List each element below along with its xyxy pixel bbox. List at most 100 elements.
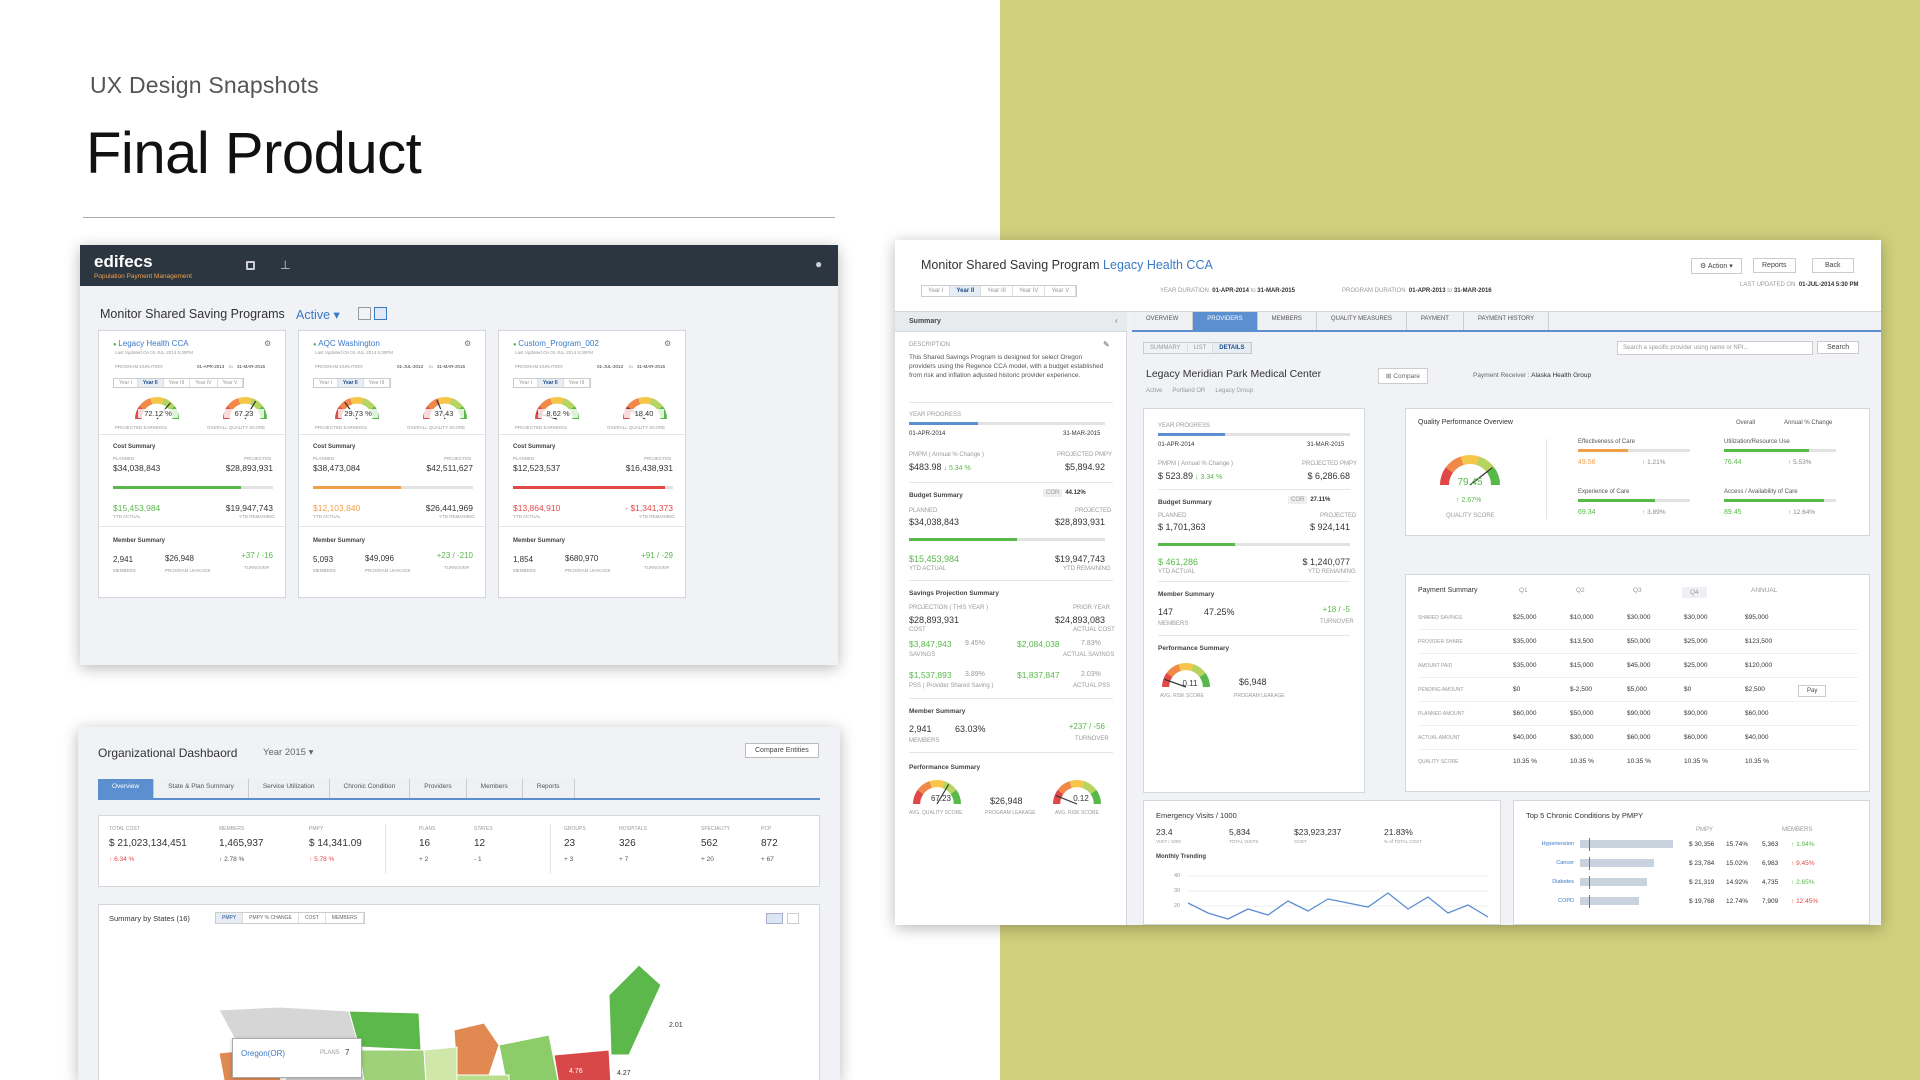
year-tab[interactable]: Year II — [337, 379, 364, 387]
year-tab[interactable]: Year III — [981, 286, 1013, 296]
settings-icon[interactable]: ⚙ — [264, 339, 272, 348]
compare-entities-button[interactable]: Compare Entities — [745, 743, 819, 758]
detail-tab[interactable]: PROVIDERS — [1193, 312, 1258, 330]
org-tab[interactable]: Members — [466, 779, 523, 798]
condition-name[interactable]: COPD — [1558, 898, 1574, 904]
settings-icon[interactable]: ⚙ — [664, 339, 672, 348]
org-tab[interactable]: Overview — [98, 779, 155, 798]
year-progress-bar-fill — [909, 422, 978, 425]
payment-cell: $95,000 — [1745, 614, 1769, 621]
map-metric-tab[interactable]: PMPY — [216, 913, 244, 923]
org-tab[interactable]: Service Utilization — [248, 779, 330, 798]
org-tab[interactable]: Providers — [410, 779, 467, 798]
map-state-green-5[interactable] — [456, 1074, 510, 1080]
payment-cell: $-2,500 — [1570, 686, 1593, 693]
year-tab[interactable]: Year V — [218, 379, 244, 387]
year-tab[interactable]: Year V — [1045, 286, 1077, 296]
program-link[interactable]: ● Legacy Health CCA — [113, 339, 189, 348]
last-updated: Last Updated On 01-JUL-2014 5:30PM — [315, 350, 394, 355]
brand-logo[interactable]: edifecs — [94, 252, 153, 271]
program-link[interactable]: ● Custom_Program_002 — [513, 339, 599, 348]
condition-marker — [1589, 895, 1590, 908]
back-button[interactable]: Back — [1812, 258, 1854, 273]
detail-tab[interactable]: PAYMENT — [1406, 312, 1464, 330]
dashboard-icon[interactable] — [246, 261, 255, 270]
payment-cell: $25,000 — [1513, 614, 1537, 621]
er-trend-chart — [1188, 875, 1488, 920]
overall-option[interactable]: Overall — [1736, 420, 1756, 426]
title-divider — [83, 217, 835, 218]
detail-tab[interactable]: QUALITY MEASURES — [1316, 312, 1407, 330]
gauge-segment — [1460, 455, 1480, 466]
provider-search-input[interactable]: Search a specific provider using name or… — [1617, 341, 1813, 355]
year-tab[interactable]: Year III — [364, 379, 391, 387]
grid-view-icon[interactable] — [374, 307, 387, 320]
provider-subtab[interactable]: SUMMARY — [1144, 343, 1188, 353]
status-filter-dropdown[interactable]: Active ▾ — [296, 308, 340, 322]
year-tab[interactable]: Year II — [137, 379, 164, 387]
settings-icon[interactable]: ⚙ — [464, 339, 472, 348]
stat-label: MEMBERS — [219, 826, 245, 832]
quality-gauge — [913, 780, 961, 805]
year-tab[interactable]: Year III — [564, 379, 591, 387]
map-state-green-2[interactable] — [358, 1049, 427, 1080]
pmpm-delta-value: 5.34 % — [948, 465, 971, 472]
popup-state-name: Oregon(OR) — [241, 1049, 286, 1058]
user-icon[interactable]: ● — [815, 257, 823, 271]
edit-icon[interactable]: ✎ — [1103, 340, 1110, 349]
provider-subtab[interactable]: LIST — [1188, 343, 1214, 353]
year-progress-label: YEAR PROGRESS — [1158, 423, 1211, 429]
collapse-icon[interactable]: ‹ — [1115, 316, 1118, 325]
reports-button[interactable]: Reports — [1753, 258, 1796, 273]
annual-change-option[interactable]: Annual % Change — [1784, 420, 1833, 426]
detail-tab[interactable]: PAYMENT HISTORY — [1463, 312, 1550, 330]
year-tab[interactable]: Year IV — [1013, 286, 1046, 296]
year-tab[interactable]: Year I — [314, 379, 338, 387]
year-tab[interactable]: Year I — [114, 379, 138, 387]
year-tab[interactable]: Year II — [537, 379, 564, 387]
y-tick-label: 20 — [1174, 903, 1181, 909]
detail-tab[interactable]: MEMBERS — [1257, 312, 1317, 330]
table-view-icon[interactable] — [787, 913, 799, 924]
trend-line — [1188, 892, 1488, 920]
org-tab[interactable]: State & Plan Summary — [154, 779, 249, 798]
hierarchy-icon[interactable]: ⊥ — [280, 258, 291, 272]
condition-name[interactable]: Diabetes — [1552, 879, 1574, 885]
row-divider — [1418, 677, 1858, 678]
state-popup[interactable]: Oregon(OR) PLANS 7 — [232, 1038, 362, 1078]
map-state-pennsylvania[interactable] — [553, 1049, 612, 1080]
map-view-icon[interactable] — [766, 913, 783, 924]
map-metric-tab[interactable]: MEMBERS — [326, 913, 365, 923]
year-tab[interactable]: Year I — [514, 379, 538, 387]
member-summary-title: Member Summary — [313, 538, 366, 544]
compare-button[interactable]: ⊞ Compare — [1378, 368, 1428, 384]
members-label: MEMBERS — [909, 738, 940, 744]
condition-bar — [1580, 897, 1639, 905]
map-state-michigan[interactable] — [453, 1022, 500, 1076]
program-link[interactable]: ● AQC Washington — [313, 339, 380, 348]
list-view-icon[interactable] — [358, 307, 371, 320]
payment-row-label: SHARED SAVINGS — [1418, 615, 1463, 621]
payment-cell: $60,000 — [1513, 710, 1537, 717]
map-state-green-3[interactable] — [423, 1046, 458, 1080]
provider-subtab[interactable]: DETAILS — [1213, 343, 1252, 353]
year-tab[interactable]: Year II — [950, 286, 982, 296]
map-state-green-4[interactable] — [498, 1034, 559, 1080]
detail-tab[interactable]: OVERVIEW — [1132, 312, 1194, 330]
year-tab[interactable]: Year I — [922, 286, 951, 296]
condition-name[interactable]: Hypertension — [1541, 841, 1574, 847]
year-dropdown[interactable]: Year 2015 ▾ — [263, 747, 314, 758]
year-tab[interactable]: Year IV — [190, 379, 218, 387]
action-button[interactable]: ⚙ Action ▾ — [1691, 258, 1742, 274]
map-panel: Summary by States (16) PMPY PMPY % CHANGE… — [98, 904, 820, 1080]
metric-value: 89.45 — [1724, 509, 1742, 516]
condition-name[interactable]: Cancer — [1556, 860, 1574, 866]
pay-button[interactable]: Pay — [1798, 685, 1827, 697]
org-tab[interactable]: Chronic Condition — [329, 779, 411, 798]
org-tab[interactable]: Reports — [522, 779, 575, 798]
map-state-northeast[interactable] — [608, 964, 662, 1056]
year-tab[interactable]: Year III — [164, 379, 191, 387]
search-button[interactable]: Search — [1817, 341, 1860, 354]
map-metric-tab[interactable]: COST — [299, 913, 326, 923]
map-metric-tab[interactable]: PMPY % CHANGE — [243, 913, 299, 923]
